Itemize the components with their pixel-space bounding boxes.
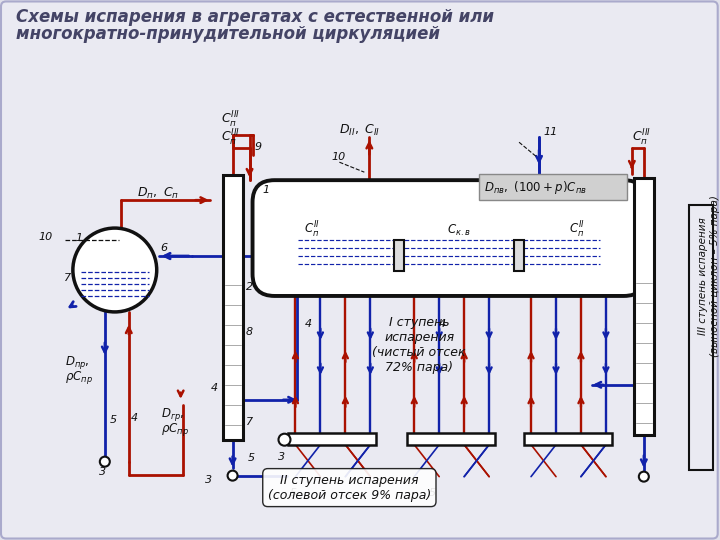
Bar (408, 433, 495, 444)
Text: 5: 5 (289, 488, 297, 497)
Bar (689, 205, 713, 470)
Text: III ступень испарения
(выносной циклон – 5% пара): III ступень испарения (выносной циклон –… (698, 195, 719, 357)
Text: 9: 9 (255, 142, 261, 152)
Circle shape (228, 471, 238, 481)
Text: 5: 5 (110, 415, 117, 425)
Text: 7: 7 (246, 417, 253, 427)
Text: 2: 2 (246, 282, 253, 293)
Text: 10: 10 (39, 232, 53, 242)
Text: $C_п^{II}$: $C_п^{II}$ (305, 220, 320, 240)
Text: 6: 6 (161, 243, 168, 253)
Text: Схемы испарения в агрегатах с естественной или: Схемы испарения в агрегатах с естественн… (16, 9, 494, 26)
Text: 3: 3 (204, 475, 212, 484)
Text: $\rho C_{пр}$: $\rho C_{пр}$ (65, 369, 93, 386)
Text: 11: 11 (543, 127, 557, 137)
Text: 3: 3 (99, 467, 106, 477)
Circle shape (639, 471, 649, 482)
Text: 4: 4 (305, 319, 312, 329)
Text: I ступень
испарения
(чистый отсек
72% пара): I ступень испарения (чистый отсек 72% па… (372, 316, 466, 374)
Bar (524, 433, 612, 444)
Text: $D_{гр},$: $D_{гр},$ (161, 406, 184, 423)
Text: $C_п^{III}$: $C_п^{III}$ (220, 110, 240, 130)
Text: 4: 4 (211, 383, 217, 393)
Text: $\rho C_{пр}$: $\rho C_{пр}$ (161, 421, 189, 438)
Text: 4: 4 (131, 413, 138, 423)
Circle shape (279, 434, 290, 445)
Bar (634, 178, 654, 435)
Bar (289, 433, 377, 444)
Circle shape (100, 457, 110, 467)
Text: II ступень испарения
(солевой отсек 9% пара): II ступень испарения (солевой отсек 9% п… (268, 474, 431, 502)
Text: 5: 5 (429, 488, 436, 497)
Bar (479, 174, 627, 200)
FancyBboxPatch shape (253, 180, 646, 296)
Text: 8: 8 (246, 327, 253, 338)
Text: 4: 4 (439, 319, 446, 329)
Text: 3: 3 (277, 451, 284, 462)
Text: 5: 5 (248, 453, 255, 463)
Circle shape (73, 228, 157, 312)
Text: $D_{пв},\ (100+p)C_{пв}$: $D_{пв},\ (100+p)C_{пв}$ (484, 179, 587, 195)
Bar (395, 240, 404, 271)
Text: $C_{к.в}$: $C_{к.в}$ (447, 222, 471, 238)
Text: $D_{II},\ C_{II}$: $D_{II},\ C_{II}$ (339, 123, 381, 138)
Text: 10: 10 (331, 152, 346, 162)
Text: 7: 7 (64, 273, 71, 283)
Text: 1: 1 (263, 185, 270, 195)
Bar (514, 240, 524, 271)
Text: $C_п^{III}$: $C_п^{III}$ (632, 128, 651, 148)
Bar (222, 175, 243, 440)
Text: $D_п,\ C_п$: $D_п,\ C_п$ (137, 186, 179, 201)
Text: многократно-принудительной циркуляцией: многократно-принудительной циркуляцией (16, 25, 440, 43)
Text: $D_{пр},$: $D_{пр},$ (65, 354, 89, 372)
Text: 1: 1 (76, 233, 83, 243)
Text: $C_п^{III}$: $C_п^{III}$ (220, 128, 240, 148)
Text: $C_п^{II}$: $C_п^{II}$ (569, 220, 585, 240)
